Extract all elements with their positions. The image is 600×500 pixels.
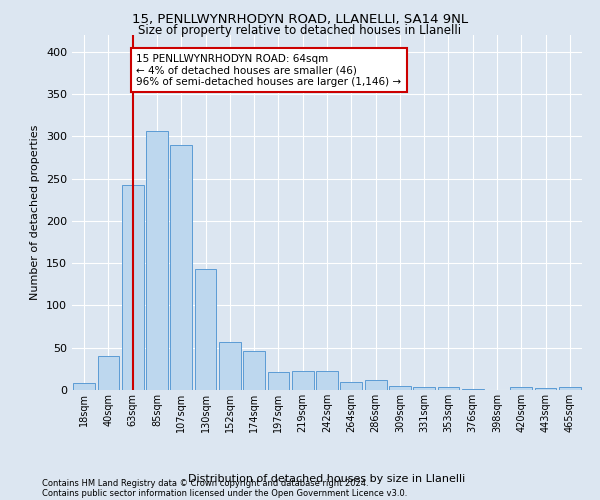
Text: Contains public sector information licensed under the Open Government Licence v3: Contains public sector information licen… <box>42 488 407 498</box>
Bar <box>97 356 119 390</box>
Text: 15 PENLLWYNRHODYN ROAD: 64sqm
← 4% of detached houses are smaller (46)
96% of se: 15 PENLLWYNRHODYN ROAD: 64sqm ← 4% of de… <box>136 54 401 87</box>
Bar <box>462 389 484 390</box>
Bar <box>511 388 532 390</box>
Bar <box>194 269 217 390</box>
Text: 15, PENLLWYNRHODYN ROAD, LLANELLI, SA14 9NL: 15, PENLLWYNRHODYN ROAD, LLANELLI, SA14 … <box>132 12 468 26</box>
Bar <box>389 386 411 390</box>
Bar <box>73 383 95 390</box>
Y-axis label: Number of detached properties: Number of detached properties <box>31 125 40 300</box>
Bar <box>559 386 581 390</box>
Bar <box>219 342 241 390</box>
Bar <box>535 388 556 390</box>
Bar <box>122 186 143 390</box>
Bar <box>437 388 460 390</box>
Bar <box>413 386 435 390</box>
X-axis label: Distribution of detached houses by size in Llanelli: Distribution of detached houses by size … <box>188 474 466 484</box>
Bar <box>365 380 386 390</box>
Text: Size of property relative to detached houses in Llanelli: Size of property relative to detached ho… <box>139 24 461 37</box>
Bar <box>146 130 168 390</box>
Bar <box>243 351 265 390</box>
Bar <box>268 372 289 390</box>
Bar <box>340 382 362 390</box>
Bar <box>316 372 338 390</box>
Bar <box>292 372 314 390</box>
Bar <box>170 145 192 390</box>
Text: Contains HM Land Registry data © Crown copyright and database right 2024.: Contains HM Land Registry data © Crown c… <box>42 478 368 488</box>
